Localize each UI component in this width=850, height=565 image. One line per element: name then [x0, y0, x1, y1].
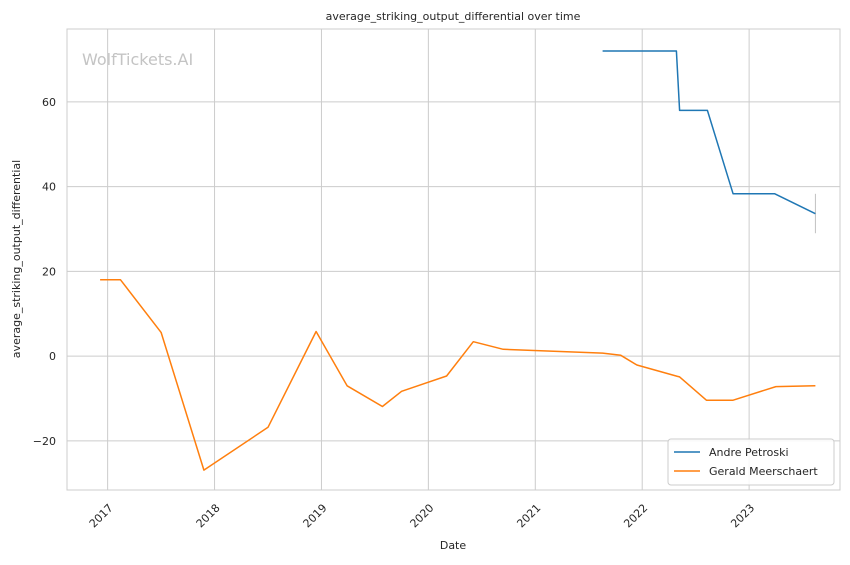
y-axis-label: average_striking_output_differential: [10, 160, 23, 358]
y-tick-labels: −20 0 20 40 60: [33, 96, 56, 448]
series-line-2: [100, 279, 816, 471]
series-layer: [100, 50, 816, 471]
x-tick-label: 2022: [621, 501, 650, 530]
plot-frame: [66, 28, 841, 491]
series-line-1: [602, 50, 816, 215]
x-tick-label: 2023: [728, 501, 757, 530]
legend-box: [667, 438, 835, 486]
y-tick-label: 60: [42, 96, 56, 109]
y-tick-label: 20: [42, 265, 56, 278]
chart-title: average_striking_output_differential ove…: [326, 10, 581, 23]
y-tick-label: 0: [49, 350, 56, 363]
x-tick-label: 2020: [408, 501, 437, 530]
x-tick-label: 2018: [194, 501, 223, 530]
y-tick-label: −20: [33, 435, 56, 448]
legend-label-2: Gerald Meerschaert: [709, 465, 818, 478]
legend: Andre Petroski Gerald Meerschaert: [667, 438, 835, 486]
watermark: WolfTickets.AI: [82, 50, 193, 69]
x-axis-label: Date: [440, 539, 467, 552]
x-tick-label: 2021: [514, 501, 543, 530]
grid: [67, 29, 840, 490]
x-tick-label: 2017: [87, 501, 116, 530]
legend-label-1: Andre Petroski: [709, 446, 789, 459]
x-tick-labels: 2017 2018 2019 2020 2021 2022 2023: [87, 501, 757, 530]
x-tick-label: 2019: [301, 501, 330, 530]
y-tick-label: 40: [42, 181, 56, 194]
